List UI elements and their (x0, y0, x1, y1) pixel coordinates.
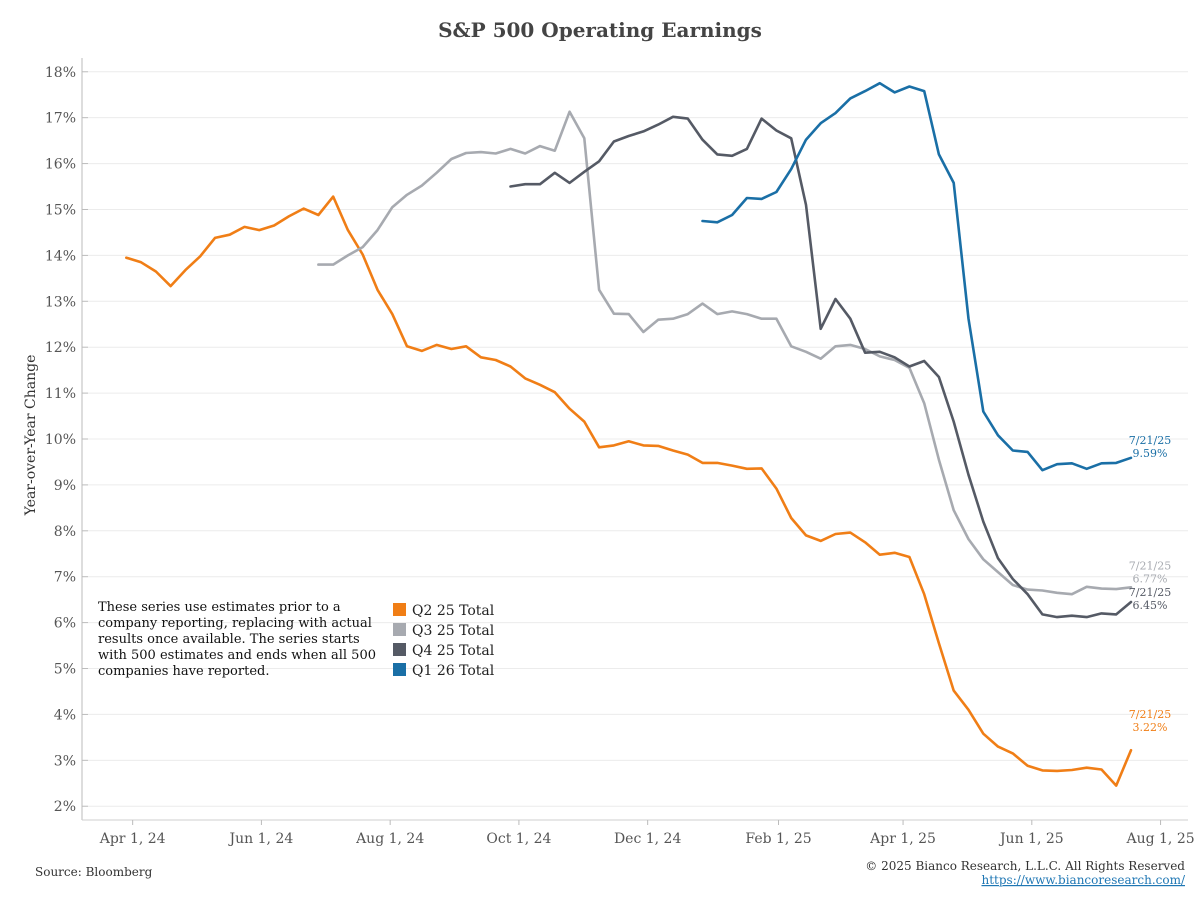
y-tick-label: 8% (54, 524, 76, 540)
x-tick-label: Aug 1, 25 (1125, 831, 1194, 847)
y-tick-label: 16% (45, 157, 76, 173)
end-label-date: 7/21/25 (1129, 708, 1171, 721)
y-tick-label: 10% (45, 432, 76, 448)
y-tick-label: 11% (45, 386, 76, 402)
y-tick-label: 9% (54, 478, 76, 494)
copyright-text: © 2025 Bianco Research, L.L.C. All Right… (865, 859, 1185, 873)
legend-swatch (393, 643, 406, 656)
note-line: results once available. The series start… (98, 632, 360, 647)
legend-swatch (393, 603, 406, 616)
end-label-date: 7/21/25 (1129, 434, 1171, 447)
x-tick-label: Dec 1, 24 (614, 831, 682, 847)
y-tick-label: 13% (45, 294, 76, 310)
y-tick-label: 5% (54, 662, 76, 678)
legend-label: Q4 25 Total (412, 643, 495, 659)
series-line-q2-25-total (125, 195, 1133, 787)
chart-title: S&P 500 Operating Earnings (438, 18, 762, 42)
axes: 2% 3% 4% 5% 6% 7% 8% 9% 10% 11% 12% 13% 14% 15% 16% 17%… (45, 58, 1195, 847)
x-tick-label: Apr 1, 24 (99, 831, 166, 847)
y-tick-label: 4% (54, 707, 76, 723)
y-tick-label: 14% (45, 248, 76, 264)
y-tick-label: 3% (54, 753, 76, 769)
x-tick-label: Feb 1, 25 (745, 831, 811, 847)
note-box: These series use estimates prior to a co… (98, 600, 376, 679)
legend: Q2 25 Total Q3 25 Total Q4 25 Total Q1 26 T… (393, 603, 495, 679)
end-label-value: 6.45% (1133, 599, 1168, 612)
y-tick-label: 18% (45, 65, 76, 81)
series-line-q4-25-total (509, 115, 1133, 619)
website-link[interactable]: https://www.biancoresearch.com/ (981, 873, 1185, 887)
y-tick-label: 2% (54, 799, 76, 815)
series-group (125, 81, 1133, 787)
y-axis-label: Year-over-Year Change (23, 355, 39, 517)
note-line: These series use estimates prior to a (98, 600, 341, 615)
x-tick-label: Jun 1, 25 (998, 831, 1064, 847)
end-label-value: 3.22% (1133, 721, 1168, 734)
end-labels: 7/21/253.22%7/21/256.77%7/21/256.45%7/21… (1129, 434, 1171, 734)
end-label-value: 6.77% (1133, 572, 1168, 585)
legend-label: Q3 25 Total (412, 623, 495, 639)
end-label-date: 7/21/25 (1129, 559, 1171, 572)
grid (88, 71, 1188, 807)
x-tick-label: Apr 1, 25 (869, 831, 936, 847)
series-line-q1-26-total (701, 81, 1133, 472)
y-tick-label: 12% (45, 340, 76, 356)
y-tick-label: 17% (45, 111, 76, 127)
note-line: company reporting, replacing with actual (98, 616, 372, 631)
end-label-value: 9.59% (1133, 447, 1168, 460)
legend-swatch (393, 663, 406, 676)
y-tick-label: 7% (54, 570, 76, 586)
source-text: Source: Bloomberg (35, 865, 153, 879)
x-tick-label: Oct 1, 24 (486, 831, 551, 847)
x-tick-label: Jun 1, 24 (228, 831, 294, 847)
end-label-date: 7/21/25 (1129, 586, 1171, 599)
legend-swatch (393, 623, 406, 636)
y-tick-label: 6% (54, 616, 76, 632)
legend-label: Q1 26 Total (412, 663, 495, 679)
note-line: with 500 estimates and ends when all 500 (98, 648, 376, 663)
legend-label: Q2 25 Total (412, 603, 495, 619)
y-tick-label: 15% (45, 202, 76, 218)
series-line-q3-25-total (317, 110, 1133, 596)
x-tick-label: Aug 1, 24 (355, 831, 424, 847)
note-line: companies have reported. (98, 664, 269, 679)
